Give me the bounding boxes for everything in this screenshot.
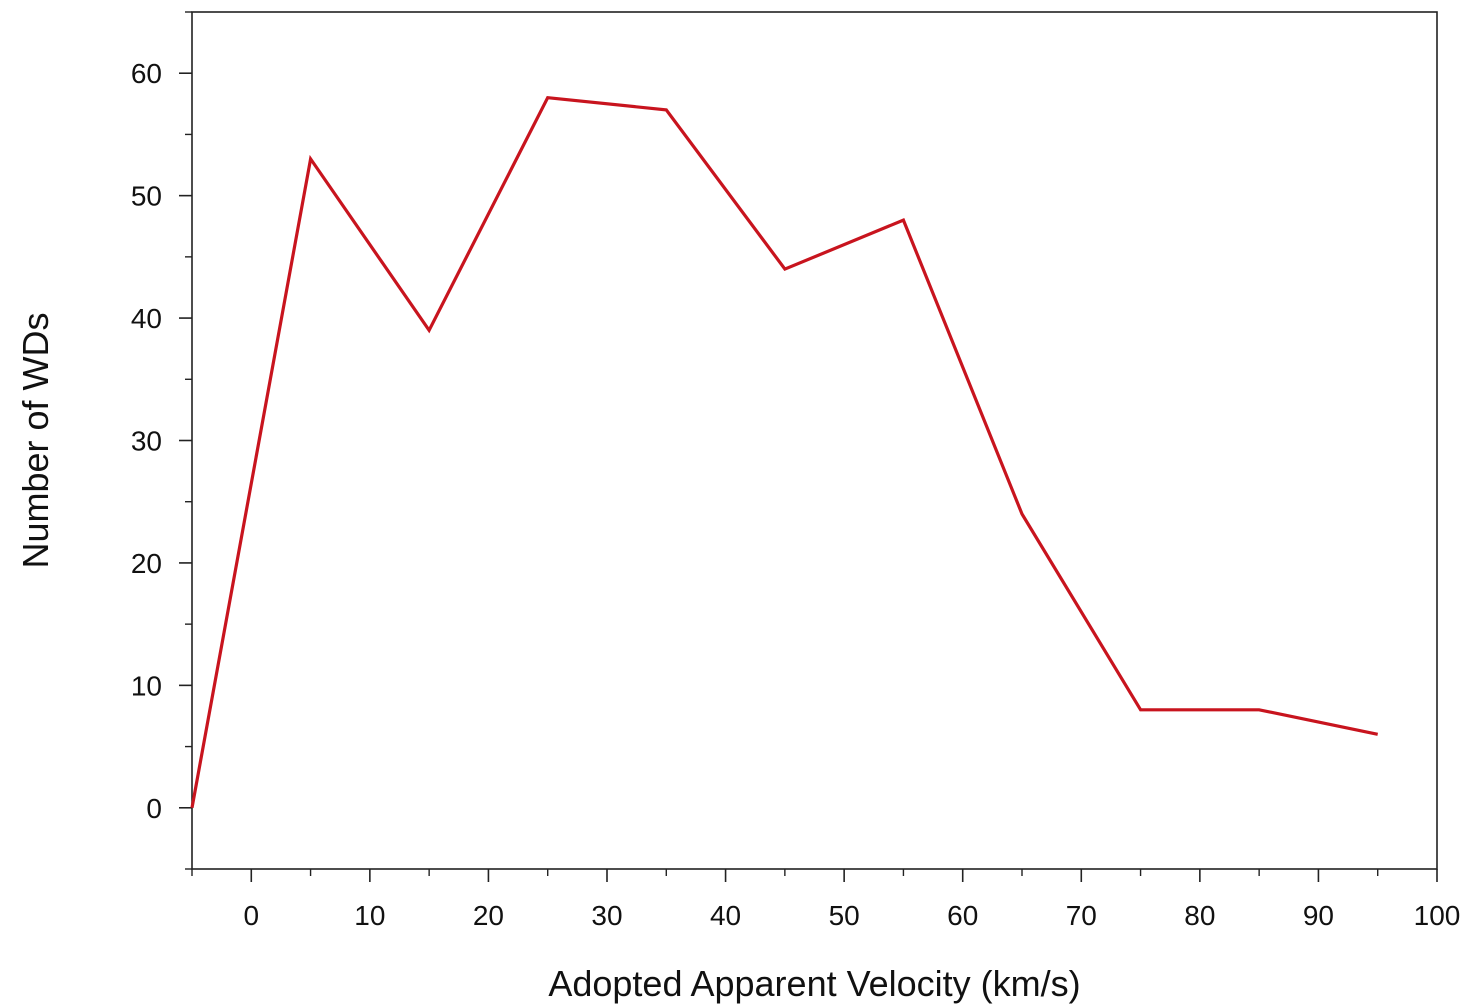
data-point bbox=[1020, 512, 1024, 516]
x-tick-label: 60 bbox=[947, 900, 978, 931]
data-point bbox=[901, 218, 905, 222]
x-tick-label: 80 bbox=[1184, 900, 1215, 931]
x-tick-label: 50 bbox=[829, 900, 860, 931]
data-point bbox=[546, 96, 550, 100]
y-tick-label: 10 bbox=[131, 670, 162, 701]
data-point bbox=[664, 108, 668, 112]
series-line bbox=[190, 95, 1379, 809]
data-point bbox=[1257, 708, 1261, 712]
data-point bbox=[1139, 708, 1143, 712]
x-tick-label: 0 bbox=[243, 900, 259, 931]
x-tick-label: 90 bbox=[1303, 900, 1334, 931]
x-axis-title: Adopted Apparent Velocity (km/s) bbox=[548, 963, 1080, 1004]
x-tick-label: 10 bbox=[354, 900, 385, 931]
y-axis-title: Number of WDs bbox=[15, 312, 56, 568]
plot-frame bbox=[191, 11, 1438, 870]
y-tick-label: 0 bbox=[146, 793, 162, 824]
y-tick-label: 20 bbox=[131, 548, 162, 579]
x-tick-label: 70 bbox=[1066, 900, 1097, 931]
data-point bbox=[783, 267, 787, 271]
x-tick-label: 30 bbox=[591, 900, 622, 931]
data-point bbox=[427, 328, 431, 332]
data-point bbox=[1376, 732, 1380, 736]
data-point bbox=[190, 806, 194, 810]
y-tick-label: 50 bbox=[131, 181, 162, 212]
x-tick-label: 40 bbox=[710, 900, 741, 931]
x-tick-label: 100 bbox=[1414, 900, 1461, 931]
data-point bbox=[309, 157, 313, 161]
y-tick-label: 30 bbox=[131, 426, 162, 457]
y-tick-label: 40 bbox=[131, 303, 162, 334]
y-tick-label: 60 bbox=[131, 58, 162, 89]
x-tick-label: 20 bbox=[473, 900, 504, 931]
